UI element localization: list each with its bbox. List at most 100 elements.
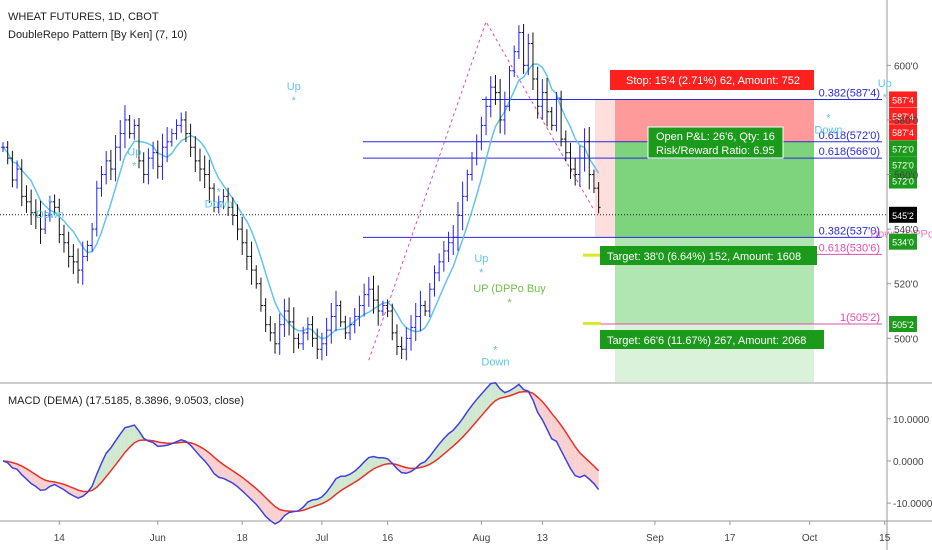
ohlc-bar	[502, 91, 507, 135]
ohlc-bar	[277, 313, 282, 355]
macd-fill-segment	[373, 456, 379, 470]
macd-fill-segment	[364, 457, 369, 476]
signal-star: *	[217, 186, 222, 198]
ohlc-bar	[113, 134, 118, 182]
signal-label: Up	[474, 253, 488, 265]
ohlc-bar	[333, 290, 338, 332]
ohlc-bar	[484, 96, 489, 136]
macd-fill-segment	[63, 484, 69, 494]
signal-label: UP (DPPo Buy	[473, 283, 546, 295]
ohlc-bar	[455, 201, 460, 251]
time-tick-label: Oct	[802, 533, 818, 544]
ohlc-bar	[47, 195, 52, 222]
macd-fill-segment	[279, 509, 285, 522]
ohlc-bar	[287, 297, 292, 336]
ohlc-bar	[338, 300, 343, 327]
macd-fill-segment	[251, 484, 257, 505]
ohlc-bar	[174, 119, 179, 140]
ohlc-bar	[418, 290, 423, 332]
ohlc-bar	[587, 127, 592, 190]
ohlc-bar	[202, 155, 207, 189]
ohlc-bar	[291, 307, 296, 354]
macd-fill-segment	[209, 452, 215, 474]
ohlc-bar	[526, 33, 531, 76]
target1-text: Target: 38'0 (6.64%) 152, Amount: 1608	[607, 251, 801, 263]
ohlc-bar	[38, 200, 43, 244]
ohlc-bar	[554, 91, 559, 132]
ohlc-bar	[348, 317, 353, 341]
ohlc-bar	[324, 317, 329, 357]
target1-box	[600, 246, 817, 265]
ohlc-bar	[301, 326, 306, 350]
macd-label: MACD (DEMA) (17.5185, 8.3896, 9.0503, cl…	[8, 395, 244, 407]
ohlc-bar	[212, 183, 217, 213]
macd-fill-segment	[472, 399, 477, 427]
ohlc-bar	[137, 118, 142, 169]
price-tag-label: 572'0	[892, 160, 914, 170]
macd-fill-segment	[565, 432, 571, 469]
ohlc-bar	[516, 25, 521, 60]
macd-fill-segment	[129, 425, 135, 448]
ohlc-bar	[535, 66, 540, 119]
ohlc-bar	[122, 105, 127, 149]
signal-star: *	[493, 345, 498, 357]
ohlc-bar	[258, 277, 263, 312]
ohlc-bar	[409, 315, 414, 351]
macd-fill-segment	[35, 474, 41, 491]
ohlc-bar	[263, 298, 268, 333]
ohlc-bar	[329, 302, 334, 344]
open-pnl-text: Open P&L: 26'6, Qty: 16	[656, 131, 775, 143]
macd-fill-segment	[340, 476, 346, 491]
ohlc-bar	[582, 128, 587, 172]
price-tag-label: 545'2	[892, 211, 914, 221]
macd-fill-segment	[476, 394, 482, 422]
ohlc-bar	[57, 198, 62, 244]
signal-label: Down	[481, 357, 509, 369]
macd-fill-segment	[223, 464, 229, 481]
ohlc-bar	[99, 165, 104, 197]
ohlc-bar	[446, 231, 451, 263]
ohlc-bar	[85, 240, 90, 262]
price-tag	[889, 91, 917, 108]
macd-fill-segment	[579, 452, 585, 478]
macd-line	[2, 382, 600, 525]
macd-fill-segment	[378, 457, 383, 467]
target2-text: Target: 66'6 (11.67%) 267, Amount: 2068	[607, 335, 806, 347]
time-tick-label: Sep	[646, 533, 664, 544]
macd-tick-label: 10.0000	[893, 415, 930, 426]
ohlc-bar	[268, 316, 273, 342]
ohlc-bar	[474, 134, 479, 166]
price-tick-label: 600'0	[894, 61, 919, 72]
macd-fill-segment	[542, 401, 548, 430]
ohlc-bar	[362, 283, 367, 317]
ohlc-bar	[568, 142, 573, 179]
ohlc-bar	[197, 148, 202, 182]
ohlc-bar	[507, 65, 512, 112]
macd-fill-segment	[509, 387, 515, 396]
macd-fill-segment	[382, 457, 388, 465]
price-tick-label: 560'0	[894, 171, 919, 182]
ohlc-bar	[319, 332, 324, 361]
ohlc-bar	[1, 142, 5, 153]
entry-zone	[595, 99, 615, 238]
macd-fill-segment	[396, 464, 402, 473]
ohlc-bar	[394, 324, 399, 356]
macd-fill-segment	[101, 453, 107, 483]
time-tick-label: Jul	[316, 533, 329, 544]
ohlc-bar	[296, 333, 301, 349]
ohlc-bar	[165, 127, 170, 162]
macd-fill-segment	[45, 480, 50, 490]
ohlc-bar	[315, 328, 320, 360]
macd-fill-segment	[335, 476, 341, 495]
macd-fill-segment	[115, 434, 121, 465]
macd-fill-segment	[326, 485, 332, 502]
macd-fill-segment	[500, 388, 505, 399]
ohlc-bar	[226, 187, 231, 216]
ohlc-bar	[357, 295, 362, 327]
price-tag	[889, 140, 917, 157]
ohlc-bar	[193, 136, 198, 172]
ohlc-bar	[493, 74, 498, 105]
price-tag-label: 534'0	[892, 238, 914, 248]
ohlc-bar	[15, 160, 20, 189]
